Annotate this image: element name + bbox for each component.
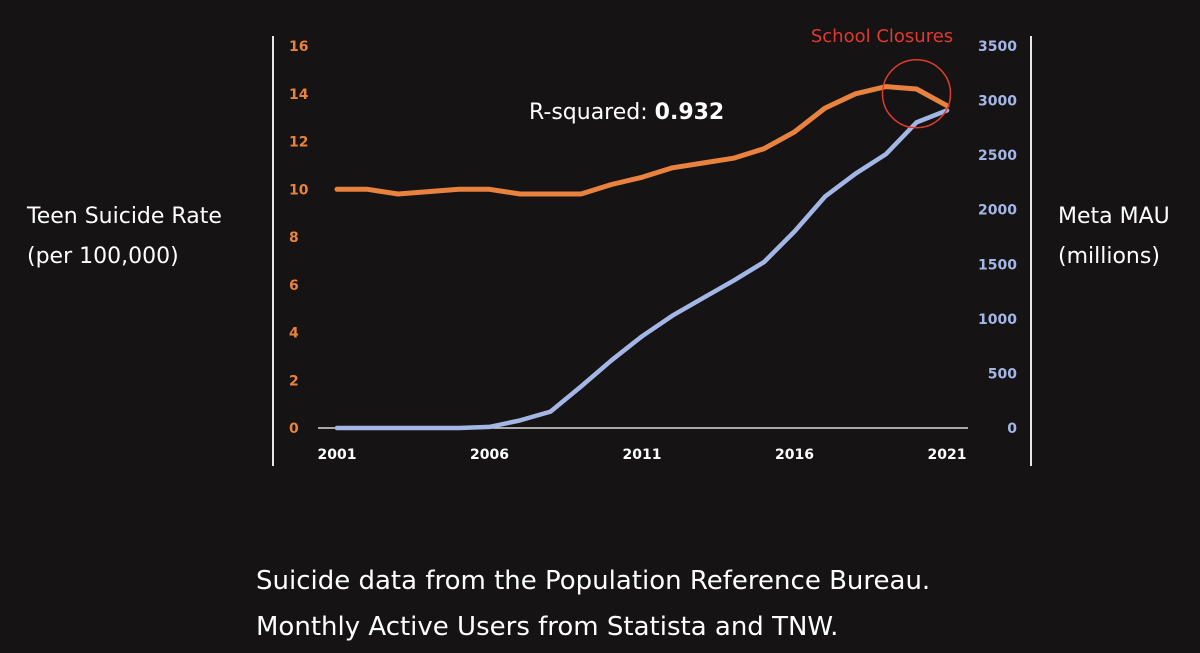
left-tick-label: 0 (289, 421, 299, 437)
right-axis-ticks: 0 500 1000 1500 2000 2500 3000 3500 (978, 39, 1017, 437)
left-tick-label: 10 (289, 182, 309, 198)
source-note-suicide: Suicide data from the Population Referen… (256, 566, 931, 596)
left-tick-label: 8 (289, 230, 299, 246)
left-tick-label: 4 (289, 326, 299, 342)
left-axis-title: Teen Suicide Rate (per 100,000) (27, 197, 222, 277)
annotation-layer: R-squared: 0.932 School Closures (529, 26, 953, 129)
right-tick-label: 0 (1007, 421, 1017, 437)
left-axis-title-line-1: Teen Suicide Rate (27, 204, 222, 229)
left-axis-ticks: 0 2 4 6 8 10 12 14 16 (289, 39, 309, 437)
x-tick-label: 2001 (318, 447, 357, 463)
r-squared-label: R-squared: (529, 100, 655, 125)
right-tick-label: 3000 (978, 94, 1017, 110)
r-squared-annotation: R-squared: 0.932 (529, 100, 724, 125)
right-tick-label: 1500 (978, 257, 1017, 273)
right-tick-label: 500 (988, 366, 1017, 382)
right-axis-title: Meta MAU (millions) (1058, 197, 1170, 277)
right-axis-title-line-1: Meta MAU (1058, 204, 1170, 229)
source-note-mau: Monthly Active Users from Statista and T… (256, 612, 839, 642)
left-tick-label: 6 (289, 278, 299, 294)
right-tick-label: 1000 (978, 312, 1017, 328)
right-tick-label: 2000 (978, 203, 1017, 219)
series-layer (334, 84, 950, 431)
x-tick-label: 2006 (470, 447, 509, 463)
right-tick-label: 3500 (978, 39, 1017, 55)
x-tick-label: 2016 (775, 447, 814, 463)
left-axis-title-line-2: (per 100,000) (27, 244, 179, 269)
x-tick-label: 2021 (928, 447, 967, 463)
school-closures-label: School Closures (811, 26, 953, 47)
school-closures-circle (881, 59, 952, 129)
right-axis-title-line-2: (millions) (1058, 244, 1160, 269)
right-tick-label: 2500 (978, 148, 1017, 164)
left-tick-label: 16 (289, 39, 308, 55)
x-axis-ticks: 2001 2006 2011 2016 2021 (318, 447, 967, 463)
suicide-rate-line (334, 84, 950, 197)
left-tick-label: 14 (289, 87, 309, 103)
r-squared-value: 0.932 (655, 100, 725, 125)
left-tick-label: 2 (289, 373, 299, 389)
left-tick-label: 12 (289, 135, 308, 151)
x-tick-label: 2011 (623, 447, 662, 463)
meta-mau-line (334, 108, 950, 431)
